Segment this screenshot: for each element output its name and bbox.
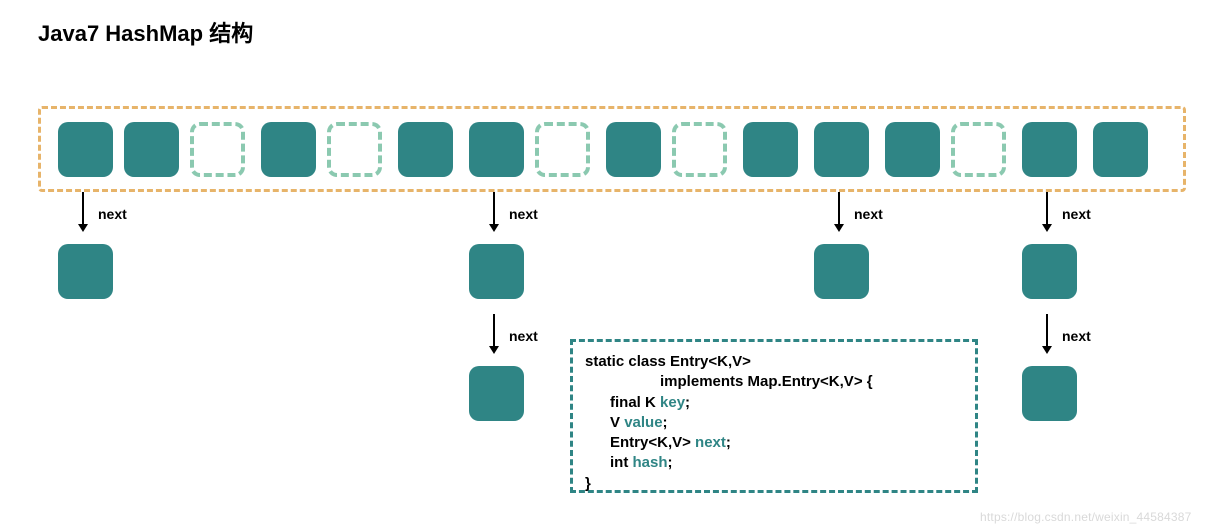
bucket-empty [190,122,245,177]
code-line: Entry<K,V> next; [585,433,963,453]
code-highlight: value [624,414,662,431]
code-text: ; [668,454,673,471]
entry-class-code: static class Entry<K,V> implements Map.E… [570,339,978,493]
entry-node [469,366,524,421]
bucket-filled [1022,122,1077,177]
code-text: int [585,454,633,471]
next-arrow [838,192,840,227]
next-label: next [854,206,883,222]
entry-node [58,244,113,299]
arrow-head-icon [78,224,88,232]
code-text: final K [585,394,660,411]
entry-node [469,244,524,299]
next-label: next [1062,328,1091,344]
bucket-empty [672,122,727,177]
code-line: } [585,474,963,494]
code-text: Entry<K,V> [585,434,695,451]
bucket-filled [58,122,113,177]
next-arrow [1046,192,1048,227]
watermark: https://blog.csdn.net/weixin_44584387 [980,510,1192,524]
next-label: next [98,206,127,222]
arrow-head-icon [489,346,499,354]
code-line: implements Map.Entry<K,V> { [585,372,963,392]
bucket-filled [261,122,316,177]
code-highlight: next [695,434,726,451]
bucket-filled [398,122,453,177]
bucket-filled [743,122,798,177]
bucket-filled [469,122,524,177]
bucket-empty [327,122,382,177]
bucket-filled [124,122,179,177]
code-text: ; [685,394,690,411]
arrow-head-icon [834,224,844,232]
next-arrow [493,192,495,227]
next-arrow [493,314,495,349]
bucket-filled [885,122,940,177]
next-arrow [1046,314,1048,349]
code-text: implements Map.Entry<K,V> { [585,373,873,390]
entry-node [1022,244,1077,299]
next-label: next [509,206,538,222]
bucket-filled [1093,122,1148,177]
code-line: final K key; [585,393,963,413]
code-text: ; [663,414,668,431]
code-line: V value; [585,413,963,433]
code-line: int hash; [585,453,963,473]
code-text: } [585,475,591,492]
code-line: static class Entry<K,V> [585,352,963,372]
code-highlight: hash [633,454,668,471]
arrow-head-icon [489,224,499,232]
entry-node [1022,366,1077,421]
next-label: next [509,328,538,344]
next-label: next [1062,206,1091,222]
arrow-head-icon [1042,346,1052,354]
diagram-stage: Java7 HashMap 结构 next next next next next next… [0,0,1216,527]
next-arrow [82,192,84,227]
arrow-head-icon [1042,224,1052,232]
code-text: static class Entry<K,V> [585,353,751,370]
bucket-empty [535,122,590,177]
entry-node [814,244,869,299]
code-highlight: key [660,394,685,411]
diagram-title: Java7 HashMap 结构 [38,16,253,48]
bucket-empty [951,122,1006,177]
code-text: ; [726,434,731,451]
bucket-filled [814,122,869,177]
bucket-filled [606,122,661,177]
code-text: V [585,414,624,431]
